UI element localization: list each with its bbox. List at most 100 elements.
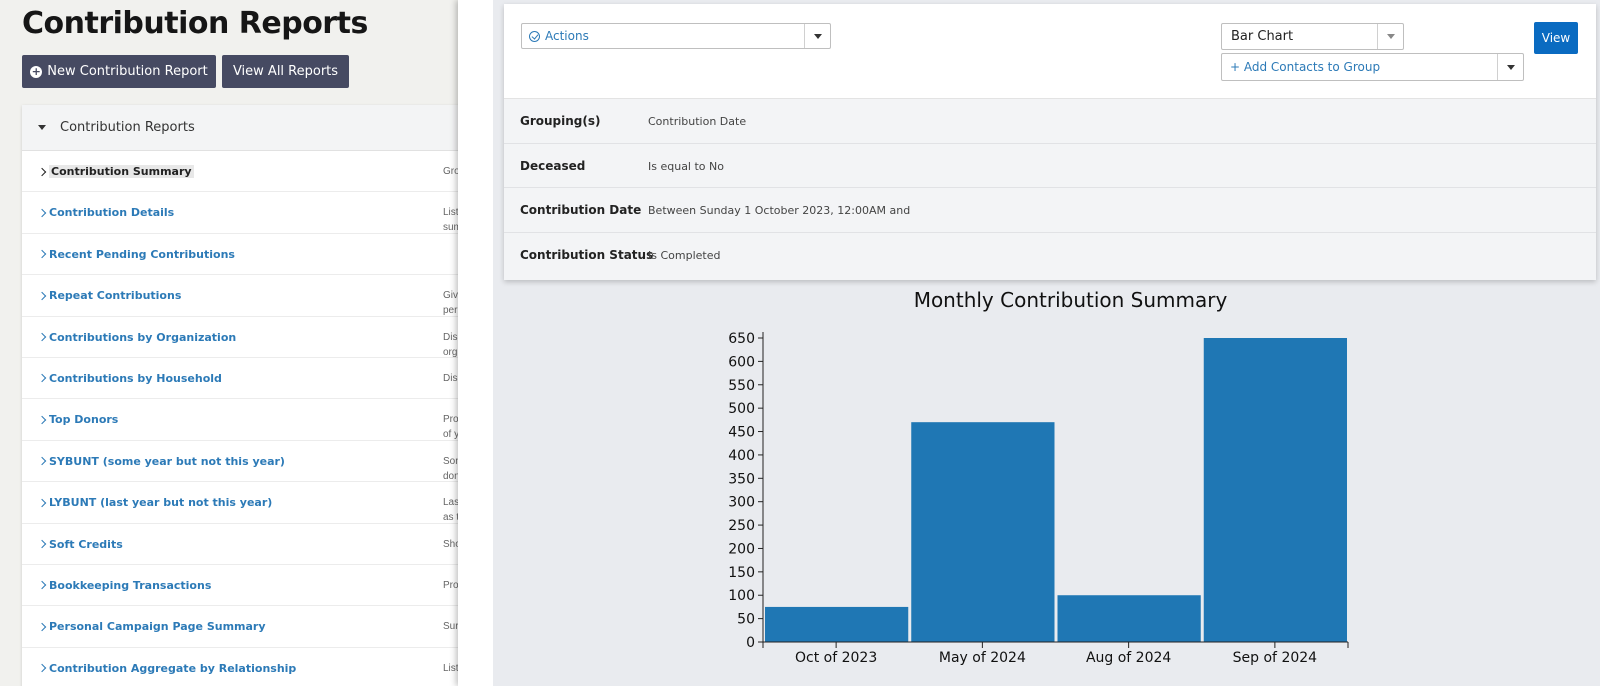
- chevron-right-icon: [37, 415, 47, 425]
- criteria-value: Contribution Date: [648, 115, 747, 128]
- actions-label: Actions: [545, 29, 589, 43]
- bar-may-of-2024: [911, 422, 1055, 642]
- reports-panel-header[interactable]: Contribution Reports: [22, 105, 470, 151]
- report-link[interactable]: Recent Pending Contributions: [37, 248, 235, 261]
- report-row: Top Donors Pro of y: [22, 399, 470, 441]
- overlay-margin: [458, 0, 493, 686]
- criteria-label: Contribution Status: [520, 247, 654, 262]
- report-link-label: Contributions by Organization: [49, 330, 237, 344]
- report-link[interactable]: Contribution Summary: [37, 165, 194, 178]
- report-description: Pro: [443, 579, 459, 591]
- report-description: Las as t: [443, 497, 460, 524]
- report-link[interactable]: Bookkeeping Transactions: [37, 578, 212, 592]
- criteria-value: Is Completed: [648, 248, 721, 262]
- report-link-label: Contributions by Household: [49, 371, 222, 385]
- chevron-down-icon[interactable]: [1497, 54, 1523, 80]
- report-link-label: SYBUNT (some year but not this year): [49, 454, 285, 468]
- chevron-right-icon: [37, 622, 47, 632]
- new-contribution-report-label: New Contribution Report: [47, 64, 208, 79]
- criteria-value: Between Sunday 1 October 2023, 12:00AM a…: [648, 204, 911, 217]
- report-link[interactable]: Top Donors: [37, 413, 119, 427]
- chart-type-value: Bar Chart: [1231, 29, 1294, 44]
- report-link[interactable]: Contribution Aggregate by Relationship: [37, 662, 296, 675]
- bar-aug-of-2024: [1057, 595, 1201, 642]
- report-link-label: Soft Credits: [49, 537, 123, 551]
- report-row: Personal Campaign Page Summary Sur: [22, 606, 470, 648]
- check-circle-icon: [529, 30, 540, 42]
- report-link[interactable]: Contributions by Organization: [37, 330, 237, 344]
- add-contacts-to-group-select[interactable]: + Add Contacts to Group: [1221, 53, 1524, 81]
- chevron-right-icon: [37, 456, 47, 466]
- y-tick-label: 50: [737, 612, 755, 628]
- report-link-label: Bookkeeping Transactions: [49, 578, 212, 592]
- report-description: Gro: [443, 166, 460, 177]
- report-row: LYBUNT (last year but not this year) Las …: [22, 482, 470, 524]
- plus-circle-icon: +: [30, 64, 43, 78]
- chart-type-select[interactable]: Bar Chart: [1221, 23, 1404, 50]
- report-link[interactable]: Soft Credits: [37, 537, 123, 551]
- criteria-label: Contribution Date: [520, 203, 642, 217]
- y-tick-label: 300: [728, 495, 755, 511]
- report-row: Contribution Summary Gro: [22, 151, 470, 193]
- page-title: Contribution Reports: [22, 6, 368, 41]
- report-link-label: Contribution Summary: [49, 165, 194, 178]
- y-tick-label: 650: [728, 331, 755, 347]
- report-link[interactable]: Personal Campaign Page Summary: [37, 620, 266, 634]
- report-description: Disp: [443, 372, 464, 384]
- report-list: Contribution Summary Gro Contribution Deta…: [22, 151, 470, 686]
- report-link[interactable]: Contribution Details: [37, 206, 174, 219]
- contribution-reports-panel: Contribution Reports Contribution Summar…: [22, 105, 470, 686]
- new-contribution-report-button[interactable]: + New Contribution Report: [22, 55, 216, 88]
- chevron-down-icon[interactable]: [804, 24, 830, 48]
- criteria-row: Grouping(s) Contribution Date: [504, 99, 1596, 144]
- chevron-right-icon: [37, 167, 47, 176]
- report-row: Contribution Aggregate by Relationship Li…: [22, 648, 470, 686]
- report-row: Repeat Contributions Give per: [22, 275, 470, 317]
- report-description: Disp org: [443, 331, 464, 358]
- report-link[interactable]: Contributions by Household: [37, 371, 222, 385]
- chevron-down-icon[interactable]: [1377, 24, 1403, 49]
- report-link-label: Top Donors: [49, 413, 119, 427]
- chevron-right-icon: [37, 291, 47, 300]
- criteria-label: Deceased: [520, 158, 586, 173]
- y-tick-label: 150: [728, 565, 755, 581]
- chevron-right-icon: [37, 581, 47, 590]
- report-description: List: [443, 662, 459, 674]
- report-row: Recent Pending Contributions: [22, 234, 470, 276]
- reports-list-page: Contribution Reports + New Contribution …: [0, 0, 470, 686]
- report-link-label: Personal Campaign Page Summary: [49, 620, 266, 634]
- report-criteria-card: Actions Bar Chart + Add Contacts to Grou…: [504, 4, 1596, 280]
- chevron-right-icon: [37, 374, 47, 383]
- report-description: List sum: [443, 207, 462, 234]
- report-description: Give per: [443, 290, 464, 317]
- reports-panel-title: Contribution Reports: [60, 120, 195, 135]
- criteria-row: Contribution Status Is Completed: [504, 233, 1596, 278]
- criteria-row: Deceased Is equal to No: [504, 144, 1596, 188]
- y-tick-label: 600: [728, 354, 755, 370]
- criteria-label: Grouping(s): [520, 114, 601, 128]
- report-row: SYBUNT (some year but not this year) Son …: [22, 441, 470, 483]
- report-link-label: LYBUNT (last year but not this year): [49, 496, 273, 510]
- chevron-right-icon: [37, 250, 47, 259]
- report-link-label: Repeat Contributions: [49, 289, 182, 303]
- report-link[interactable]: LYBUNT (last year but not this year): [37, 496, 273, 510]
- report-description: Sur: [443, 621, 459, 633]
- report-link[interactable]: Repeat Contributions: [37, 289, 182, 303]
- report-row: Contributions by Household Disp: [22, 358, 470, 400]
- y-tick-label: 350: [728, 471, 755, 487]
- actions-select[interactable]: Actions: [521, 23, 831, 49]
- report-description: Son don: [443, 455, 461, 482]
- report-link[interactable]: SYBUNT (some year but not this year): [37, 454, 285, 468]
- y-tick-label: 100: [728, 588, 755, 604]
- bar-sep-of-2024: [1203, 338, 1347, 642]
- add-contacts-to-group-label: + Add Contacts to Group: [1230, 60, 1381, 74]
- report-row: Bookkeeping Transactions Pro: [22, 565, 470, 607]
- view-button[interactable]: View: [1534, 22, 1578, 54]
- monthly-contribution-chart: Monthly Contribution Summary 0 50 100 150 200…: [728, 288, 1349, 666]
- view-all-reports-button[interactable]: View All Reports: [222, 55, 349, 88]
- caret-down-icon: [38, 125, 46, 130]
- criteria-table: Grouping(s) Contribution Date Deceased Is e…: [504, 98, 1596, 280]
- report-description: Pro of y: [443, 414, 460, 441]
- y-tick-label: 450: [728, 425, 755, 441]
- chart-title: Monthly Contribution Summary: [914, 288, 1228, 312]
